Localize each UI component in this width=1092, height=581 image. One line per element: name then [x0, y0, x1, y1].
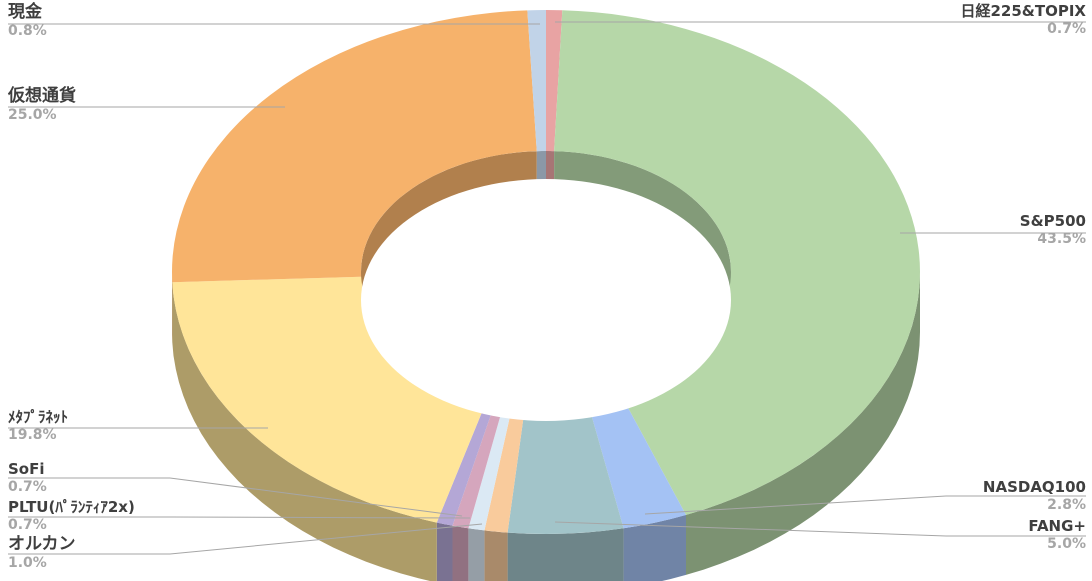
label-percent: 0.8% [8, 23, 47, 39]
label-name: NASDAQ100 [982, 478, 1086, 496]
slice-slice-10 [527, 10, 546, 152]
label-name: オルカン [8, 534, 76, 554]
slice-fang [507, 390, 624, 534]
label-pltu: PLTU(ﾊﾟﾗﾝﾃｨｱ2x) 0.7% [8, 498, 135, 533]
wall-sofi [452, 525, 469, 581]
label-percent: 19.8% [8, 427, 57, 443]
slice-slice-7 [436, 387, 500, 526]
wall-slice-4 [484, 530, 508, 581]
label-name: ﾒﾀﾌﾟﾗﾈｯﾄ [8, 408, 69, 426]
slice-slice-9 [172, 10, 537, 283]
label-metaplanet: ﾒﾀﾌﾟﾗﾈｯﾄ 19.8% [8, 408, 69, 443]
label-name: PLTU(ﾊﾟﾗﾝﾃｨｱ2x) [8, 498, 135, 516]
label-orukan: オルカン 1.0% [8, 534, 76, 571]
label-nikkei: 日経225&TOPIX 0.7% [960, 2, 1086, 37]
label-crypto: 仮想通貨 25.0% [8, 86, 76, 123]
label-percent: 0.7% [8, 479, 47, 495]
wall-s-p500 [686, 272, 920, 575]
label-percent: 1.0% [8, 555, 47, 571]
slice-slice-8 [172, 276, 492, 523]
label-percent: 0.7% [8, 517, 47, 533]
label-percent: 25.0% [8, 107, 57, 123]
label-name: 現金 [8, 2, 42, 22]
leader-line-nasdaq100 [644, 495, 1086, 515]
label-percent: 43.5% [1037, 231, 1086, 247]
slice-sofi [452, 389, 508, 529]
leader-line-fang [554, 521, 1086, 537]
label-name: 日経225&TOPIX [960, 2, 1086, 20]
slice-225-topix [546, 10, 563, 152]
label-percent: 2.8% [1047, 497, 1086, 513]
wall-slice-7 [436, 522, 453, 581]
label-fang-plus: FANG+ 5.0% [1028, 517, 1086, 552]
slice-slice-4 [484, 391, 527, 533]
label-name: S&P500 [1019, 212, 1086, 230]
wall-pltu-2x [468, 528, 485, 581]
label-name: SoFi [8, 460, 45, 478]
wall-fang [507, 528, 624, 581]
label-sofi: SoFi 0.7% [8, 460, 47, 495]
label-cash: 現金 0.8% [8, 2, 47, 39]
wall-slice-8 [172, 282, 437, 581]
label-percent: 5.0% [1047, 536, 1086, 552]
leader-line-slice-4 [8, 523, 483, 555]
slice-nasdaq100 [584, 384, 687, 529]
slice-pltu-2x [468, 390, 516, 531]
label-nasdaq100: NASDAQ100 2.8% [982, 478, 1086, 513]
label-name: 仮想通貨 [8, 86, 76, 106]
label-sp500: S&P500 43.5% [1019, 212, 1086, 247]
label-name: FANG+ [1028, 517, 1086, 535]
leader-line-pltu-2x [8, 516, 471, 519]
label-percent: 0.7% [1047, 21, 1086, 37]
doughnut-hole [361, 179, 731, 421]
leader-line-sofi [8, 477, 463, 517]
wall-nasdaq100 [623, 514, 686, 581]
